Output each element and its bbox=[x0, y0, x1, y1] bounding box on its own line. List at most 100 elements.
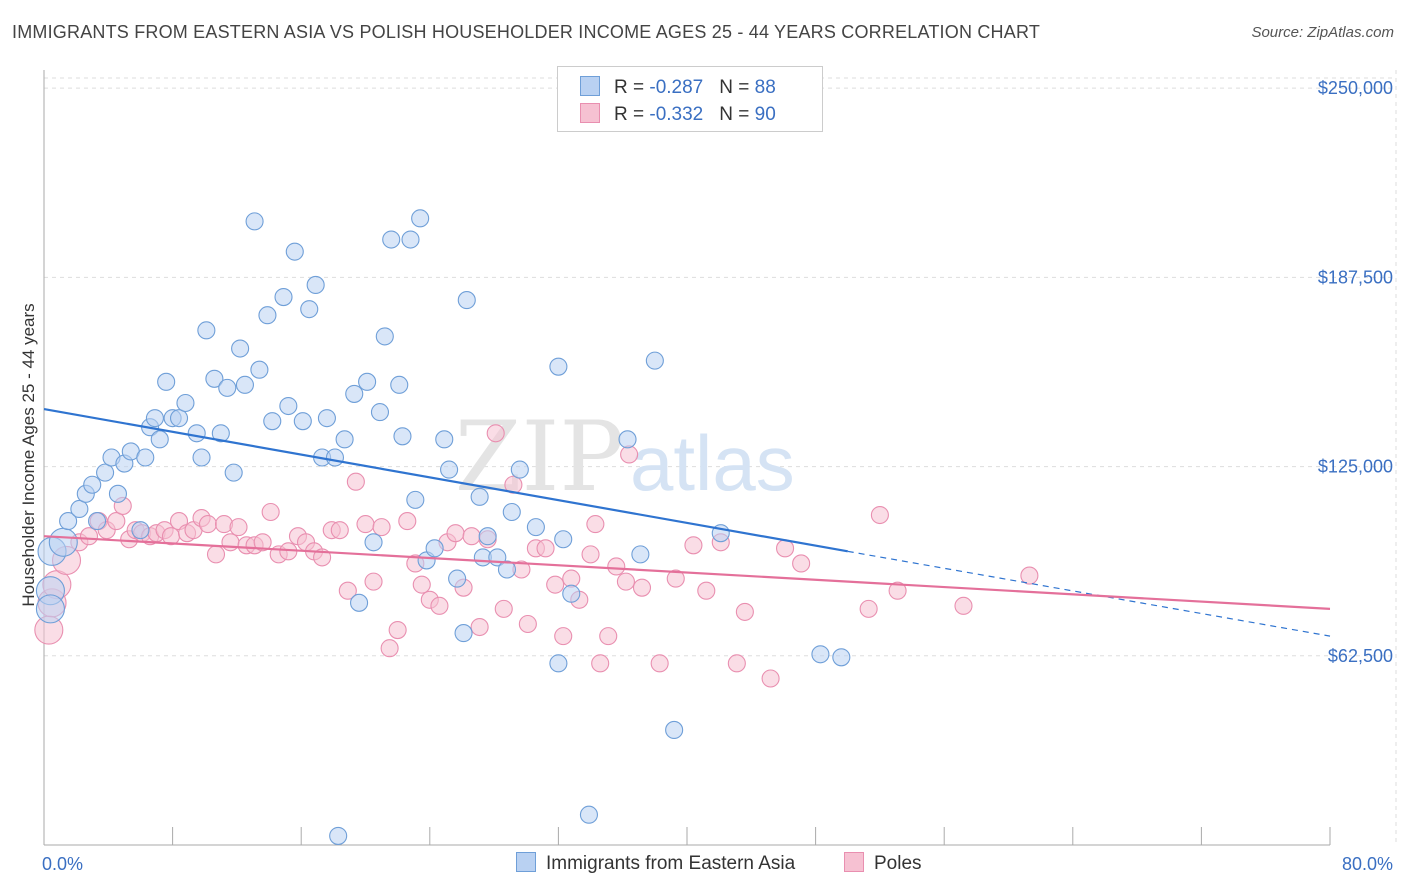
eastern-asia-point bbox=[350, 593, 369, 612]
eastern-asia-point bbox=[274, 288, 293, 307]
poles-point bbox=[870, 505, 889, 525]
poles-point bbox=[735, 602, 754, 621]
poles-points bbox=[34, 424, 1039, 688]
poles-point bbox=[412, 575, 431, 594]
eastern-asia-point bbox=[293, 412, 312, 431]
poles-point bbox=[388, 621, 407, 640]
eastern-asia-point bbox=[145, 409, 164, 428]
poles-point bbox=[562, 569, 581, 588]
eastern-asia-point bbox=[631, 545, 650, 564]
n-label: N = bbox=[719, 104, 755, 125]
series-legend-eastern-asia: Immigrants from Eastern Asia bbox=[516, 852, 795, 875]
eastern-asia-point bbox=[176, 393, 195, 413]
poles-point bbox=[859, 599, 878, 618]
eastern-asia-point bbox=[285, 242, 304, 261]
poles-point bbox=[591, 654, 610, 673]
eastern-asia-point bbox=[35, 594, 65, 624]
poles-point bbox=[253, 533, 272, 552]
poles-point bbox=[697, 581, 716, 600]
r-value: -0.332 bbox=[649, 104, 704, 125]
eastern-asia-point bbox=[470, 487, 489, 506]
eastern-asia-point bbox=[70, 499, 89, 519]
n-value: 88 bbox=[754, 77, 776, 98]
eastern-asia-points bbox=[35, 209, 851, 845]
series-legend-poles: Poles bbox=[844, 852, 922, 875]
series-name: Poles bbox=[874, 853, 922, 874]
eastern-asia-point bbox=[549, 654, 568, 673]
eastern-asia-point bbox=[579, 805, 598, 824]
eastern-asia-point bbox=[59, 512, 78, 531]
eastern-asia-point bbox=[197, 321, 216, 340]
poles-point bbox=[607, 557, 626, 576]
eastern-asia-point bbox=[457, 291, 476, 310]
poles-point bbox=[446, 524, 465, 543]
eastern-asia-point bbox=[108, 484, 127, 503]
poles-point bbox=[581, 545, 600, 564]
poles-point bbox=[586, 515, 605, 534]
poles-point bbox=[198, 515, 218, 534]
correlation-legend: R = -0.287 N = 88 R = -0.332 N = 90 bbox=[557, 66, 823, 132]
chart-title: IMMIGRANTS FROM EASTERN ASIA VS POLISH H… bbox=[12, 22, 1041, 42]
eastern-asia-point bbox=[329, 826, 348, 845]
poles-point bbox=[888, 581, 907, 600]
eastern-asia-point bbox=[218, 378, 237, 397]
pink-swatch bbox=[580, 103, 600, 123]
watermark-atlas: atlas bbox=[630, 419, 795, 507]
poles-point bbox=[684, 536, 703, 555]
poles-point bbox=[792, 554, 811, 573]
eastern-asia-point bbox=[83, 475, 102, 494]
poles-point bbox=[338, 581, 357, 600]
eastern-asia-point bbox=[832, 648, 851, 667]
r-label: R = bbox=[614, 77, 650, 98]
eastern-asia-point bbox=[263, 412, 282, 431]
poles-point bbox=[364, 572, 383, 591]
poles-point bbox=[206, 545, 226, 564]
eastern-asia-trend-line bbox=[43, 407, 848, 553]
blue-swatch bbox=[580, 76, 600, 96]
y-axis-title: Householder Income Ages 25 - 44 years bbox=[19, 303, 38, 606]
eastern-asia-point bbox=[345, 384, 364, 403]
poles-point bbox=[356, 515, 375, 534]
r-value: -0.287 bbox=[649, 77, 704, 98]
poles-point bbox=[650, 654, 669, 673]
eastern-asia-point bbox=[425, 539, 444, 558]
eastern-asia-point bbox=[411, 209, 430, 228]
eastern-asia-point bbox=[235, 375, 254, 394]
eastern-asia-point bbox=[131, 521, 150, 540]
eastern-asia-point bbox=[549, 357, 568, 376]
poles-point bbox=[546, 575, 565, 594]
eastern-asia-point bbox=[375, 327, 394, 346]
n-value: 90 bbox=[754, 104, 776, 125]
eastern-asia-point bbox=[645, 351, 664, 370]
eastern-asia-point bbox=[87, 512, 107, 531]
poles-point bbox=[261, 502, 280, 522]
poles-point bbox=[494, 599, 513, 618]
eastern-asia-point bbox=[250, 360, 269, 379]
x-tick-label: 80.0% bbox=[1342, 854, 1393, 874]
eastern-asia-point bbox=[665, 720, 684, 740]
eastern-asia-point bbox=[618, 430, 637, 449]
poles-point bbox=[632, 578, 652, 597]
eastern-asia-point bbox=[435, 430, 454, 449]
poles-point bbox=[462, 527, 481, 546]
eastern-asia-point bbox=[440, 460, 459, 479]
eastern-asia-point bbox=[448, 569, 467, 588]
eastern-asia-point bbox=[258, 306, 277, 325]
eastern-asia-point bbox=[811, 645, 830, 664]
eastern-asia-point bbox=[510, 460, 529, 479]
poles-point bbox=[954, 596, 973, 615]
eastern-asia-point bbox=[279, 396, 298, 416]
eastern-asia-point bbox=[526, 518, 545, 537]
poles-point bbox=[761, 669, 780, 688]
eastern-asia-point bbox=[497, 560, 517, 579]
eastern-asia-point bbox=[136, 448, 155, 467]
x-tick-label: 0.0% bbox=[42, 854, 83, 874]
eastern-asia-point bbox=[393, 427, 412, 446]
eastern-asia-point bbox=[454, 624, 473, 643]
eastern-asia-point bbox=[224, 463, 243, 482]
tick-labels: $62,500 $125,000 $187,500 $250,000 0.0% 80.0% bbox=[42, 78, 1393, 874]
eastern-asia-point bbox=[370, 403, 390, 422]
eastern-asia-point bbox=[157, 372, 176, 391]
eastern-asia-point bbox=[169, 409, 189, 428]
